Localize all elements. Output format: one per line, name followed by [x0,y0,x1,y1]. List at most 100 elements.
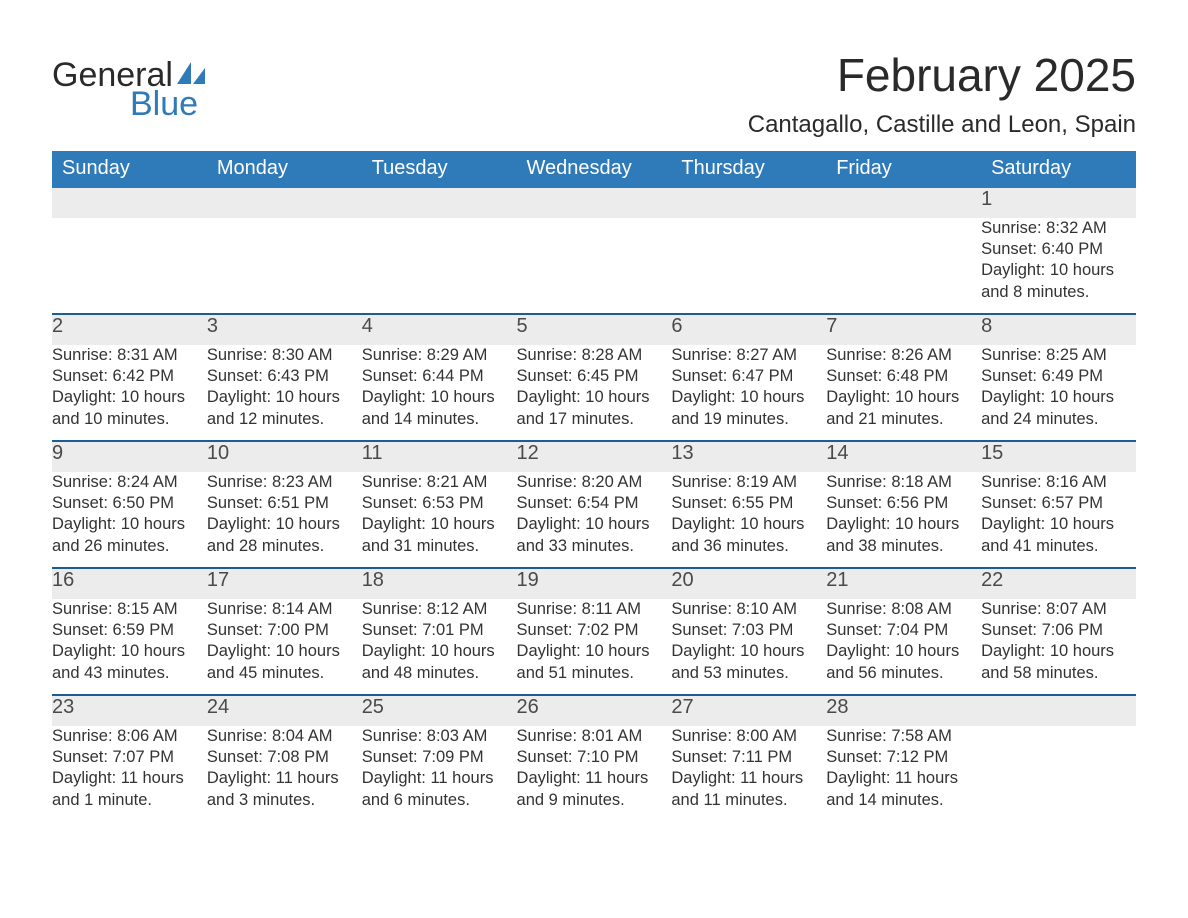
sunrise-line: Sunrise: 8:24 AM [52,472,207,493]
sunset-line: Sunset: 6:55 PM [671,493,826,514]
day-detail: Sunrise: 8:20 AMSunset: 6:54 PMDaylight:… [517,472,672,568]
sunrise-line: Sunrise: 8:03 AM [362,726,517,747]
day-detail: Sunrise: 8:10 AMSunset: 7:03 PMDaylight:… [671,599,826,695]
daynum-row: 1 [52,188,1136,218]
day-number: 23 [52,696,207,726]
sunrise-line: Sunrise: 8:25 AM [981,345,1136,366]
day-detail [826,218,981,314]
day-detail: Sunrise: 8:06 AMSunset: 7:07 PMDaylight:… [52,726,207,822]
day-number: 17 [207,569,362,599]
sunset-line: Sunset: 6:44 PM [362,366,517,387]
sunset-line: Sunset: 6:43 PM [207,366,362,387]
day-number: 14 [826,442,981,472]
daylight-line: Daylight: 10 hours and 31 minutes. [362,514,517,557]
sunset-line: Sunset: 7:04 PM [826,620,981,641]
day-number: 21 [826,569,981,599]
daylight-line: Daylight: 10 hours and 58 minutes. [981,641,1136,684]
day-number: 28 [826,696,981,726]
day-number: 22 [981,569,1136,599]
day-detail: Sunrise: 8:23 AMSunset: 6:51 PMDaylight:… [207,472,362,568]
day-detail: Sunrise: 8:14 AMSunset: 7:00 PMDaylight:… [207,599,362,695]
month-title: February 2025 [748,50,1136,101]
daylight-line: Daylight: 10 hours and 53 minutes. [671,641,826,684]
detail-row: Sunrise: 8:32 AMSunset: 6:40 PMDaylight:… [52,218,1136,314]
sunrise-line: Sunrise: 8:08 AM [826,599,981,620]
sunrise-line: Sunrise: 8:12 AM [362,599,517,620]
day-number: 6 [671,315,826,345]
sunrise-line: Sunrise: 8:20 AM [517,472,672,493]
sunset-line: Sunset: 6:49 PM [981,366,1136,387]
day-detail [207,218,362,314]
sunset-line: Sunset: 6:51 PM [207,493,362,514]
daylight-line: Daylight: 10 hours and 26 minutes. [52,514,207,557]
sunset-line: Sunset: 6:45 PM [517,366,672,387]
daylight-line: Daylight: 10 hours and 24 minutes. [981,387,1136,430]
sunset-line: Sunset: 6:53 PM [362,493,517,514]
day-number [981,696,1136,726]
sunset-line: Sunset: 7:11 PM [671,747,826,768]
daylight-line: Daylight: 11 hours and 14 minutes. [826,768,981,811]
day-number [671,188,826,218]
daylight-line: Daylight: 10 hours and 14 minutes. [362,387,517,430]
detail-row: Sunrise: 8:15 AMSunset: 6:59 PMDaylight:… [52,599,1136,695]
sunset-line: Sunset: 6:48 PM [826,366,981,387]
sunset-line: Sunset: 7:00 PM [207,620,362,641]
daylight-line: Daylight: 11 hours and 3 minutes. [207,768,362,811]
day-detail: Sunrise: 8:32 AMSunset: 6:40 PMDaylight:… [981,218,1136,314]
day-detail: Sunrise: 8:12 AMSunset: 7:01 PMDaylight:… [362,599,517,695]
day-detail [671,218,826,314]
day-detail: Sunrise: 8:26 AMSunset: 6:48 PMDaylight:… [826,345,981,441]
day-number [207,188,362,218]
day-detail: Sunrise: 8:07 AMSunset: 7:06 PMDaylight:… [981,599,1136,695]
daylight-line: Daylight: 10 hours and 38 minutes. [826,514,981,557]
day-detail [52,218,207,314]
day-detail: Sunrise: 8:16 AMSunset: 6:57 PMDaylight:… [981,472,1136,568]
detail-row: Sunrise: 8:24 AMSunset: 6:50 PMDaylight:… [52,472,1136,568]
sunset-line: Sunset: 7:12 PM [826,747,981,768]
weekday-header: Thursday [671,151,826,188]
day-number: 2 [52,315,207,345]
day-number: 27 [671,696,826,726]
day-number: 24 [207,696,362,726]
day-number [826,188,981,218]
day-number: 3 [207,315,362,345]
sunrise-line: Sunrise: 8:15 AM [52,599,207,620]
sunrise-line: Sunrise: 8:27 AM [671,345,826,366]
sunrise-line: Sunrise: 8:28 AM [517,345,672,366]
sunrise-line: Sunrise: 8:14 AM [207,599,362,620]
sunset-line: Sunset: 7:06 PM [981,620,1136,641]
calendar-table: Sunday Monday Tuesday Wednesday Thursday… [52,151,1136,822]
day-detail: Sunrise: 8:15 AMSunset: 6:59 PMDaylight:… [52,599,207,695]
sunset-line: Sunset: 7:02 PM [517,620,672,641]
day-detail: Sunrise: 8:18 AMSunset: 6:56 PMDaylight:… [826,472,981,568]
sunset-line: Sunset: 6:59 PM [52,620,207,641]
day-number: 25 [362,696,517,726]
day-detail: Sunrise: 8:11 AMSunset: 7:02 PMDaylight:… [517,599,672,695]
day-number: 4 [362,315,517,345]
day-number: 20 [671,569,826,599]
sunset-line: Sunset: 6:40 PM [981,239,1136,260]
daylight-line: Daylight: 10 hours and 36 minutes. [671,514,826,557]
day-detail: Sunrise: 8:08 AMSunset: 7:04 PMDaylight:… [826,599,981,695]
day-number: 10 [207,442,362,472]
daylight-line: Daylight: 10 hours and 43 minutes. [52,641,207,684]
day-number: 12 [517,442,672,472]
detail-row: Sunrise: 8:06 AMSunset: 7:07 PMDaylight:… [52,726,1136,822]
daylight-line: Daylight: 10 hours and 10 minutes. [52,387,207,430]
day-detail: Sunrise: 8:27 AMSunset: 6:47 PMDaylight:… [671,345,826,441]
day-number: 11 [362,442,517,472]
sunrise-line: Sunrise: 8:18 AM [826,472,981,493]
daylight-line: Daylight: 10 hours and 51 minutes. [517,641,672,684]
daylight-line: Daylight: 10 hours and 48 minutes. [362,641,517,684]
day-number: 19 [517,569,672,599]
day-detail: Sunrise: 8:00 AMSunset: 7:11 PMDaylight:… [671,726,826,822]
day-number: 1 [981,188,1136,218]
daylight-line: Daylight: 10 hours and 21 minutes. [826,387,981,430]
daylight-line: Daylight: 11 hours and 1 minute. [52,768,207,811]
daylight-line: Daylight: 10 hours and 8 minutes. [981,260,1136,303]
day-detail: Sunrise: 8:21 AMSunset: 6:53 PMDaylight:… [362,472,517,568]
day-detail: Sunrise: 8:04 AMSunset: 7:08 PMDaylight:… [207,726,362,822]
detail-row: Sunrise: 8:31 AMSunset: 6:42 PMDaylight:… [52,345,1136,441]
day-number [517,188,672,218]
day-number: 15 [981,442,1136,472]
